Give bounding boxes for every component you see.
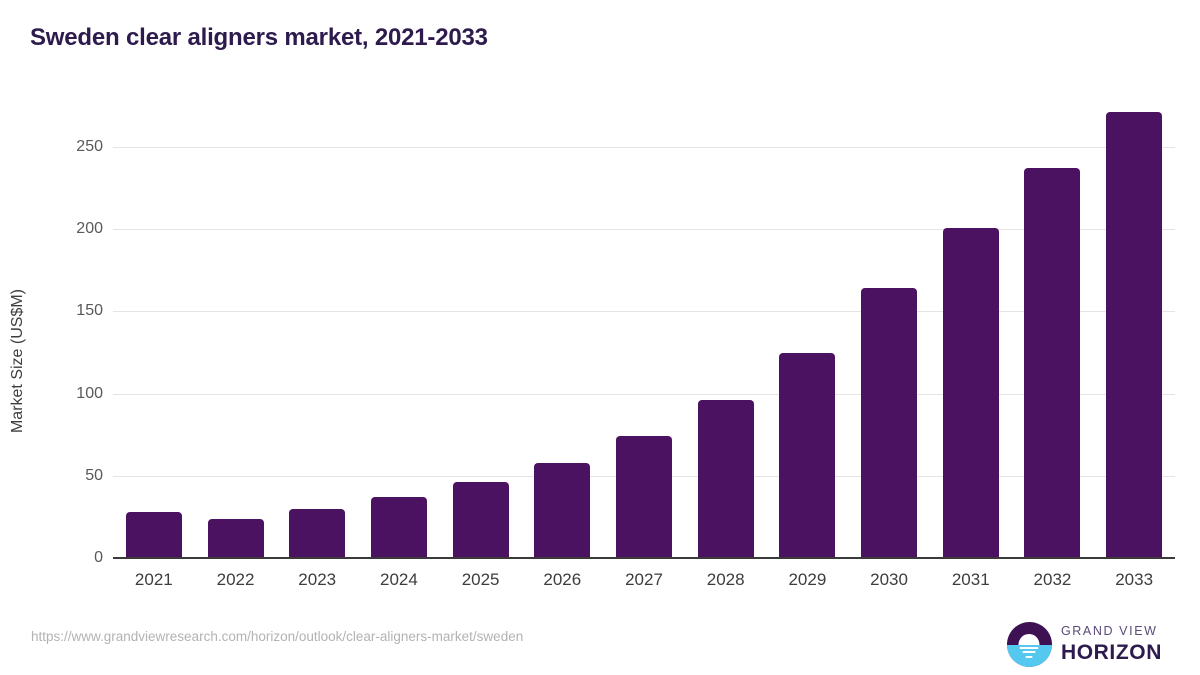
bar-2021[interactable]	[125, 511, 182, 558]
y-axis-title: Market Size (US$M)	[9, 288, 26, 434]
bar-2033[interactable]	[1106, 112, 1163, 558]
logo-wordmark: GRAND VIEW HORIZON	[1061, 625, 1162, 663]
y-tick-label: 250	[76, 138, 103, 155]
plot-area	[113, 112, 1175, 559]
y-tick-label: 0	[94, 549, 103, 566]
bar-2031[interactable]	[942, 227, 999, 558]
bar-2027[interactable]	[616, 436, 672, 558]
x-tick-label: 2024	[380, 570, 418, 589]
x-tick-label: 2029	[788, 570, 827, 589]
grand-view-horizon-logo[interactable]: GRAND VIEW HORIZON	[1006, 620, 1162, 668]
x-tick-label: 2031	[951, 570, 990, 589]
logo-text-horizon: HORIZON	[1060, 640, 1162, 664]
x-tick-label: 2021	[134, 570, 173, 589]
x-tick-label: 2027	[625, 570, 663, 589]
x-tick-label: 2030	[870, 570, 908, 589]
gridline-100	[113, 393, 1175, 395]
bar-2023[interactable]	[289, 508, 346, 558]
x-tick-label: 2023	[298, 570, 337, 589]
logo-ray-1	[1019, 646, 1039, 649]
horizon-sun-icon	[1006, 621, 1052, 667]
logo-dome-shape	[1018, 634, 1040, 646]
x-tick-label: 2026	[543, 570, 582, 589]
gridline-250	[113, 147, 1175, 148]
y-tick-label: 150	[76, 302, 103, 320]
x-tick-label: 2025	[461, 570, 500, 589]
bar-2025[interactable]	[452, 482, 509, 558]
y-tick-label: 200	[76, 220, 103, 238]
logo-ray-3	[1025, 655, 1033, 658]
bar-2029[interactable]	[779, 352, 836, 558]
gridline-200	[113, 229, 1175, 231]
logo-text-grand-view: GRAND VIEW	[1060, 624, 1158, 639]
x-tick-label: 2033	[1115, 570, 1154, 589]
x-tick-label: 2028	[706, 570, 745, 589]
bar-2030[interactable]	[861, 288, 918, 558]
bar-2026[interactable]	[534, 462, 591, 558]
y-tick-label: 100	[76, 384, 103, 402]
y-tick-label: 50	[85, 466, 103, 484]
x-axis-line	[113, 557, 1175, 559]
bar-2032[interactable]	[1024, 168, 1081, 558]
source-url[interactable]: https://www.grandviewresearch.com/horizo…	[31, 629, 524, 644]
gridline-150	[113, 311, 1175, 313]
y-axis-ticks: 0 50 100 150 200 250	[0, 0, 103, 675]
bar-2028[interactable]	[697, 400, 754, 558]
page-title: Sweden clear aligners market, 2021-2033	[30, 24, 488, 51]
bar-2024[interactable]	[370, 497, 427, 558]
bar-2022[interactable]	[207, 518, 264, 558]
x-tick-label: 2022	[216, 570, 255, 589]
x-tick-label: 2032	[1033, 570, 1072, 589]
logo-ray-2	[1022, 651, 1036, 654]
